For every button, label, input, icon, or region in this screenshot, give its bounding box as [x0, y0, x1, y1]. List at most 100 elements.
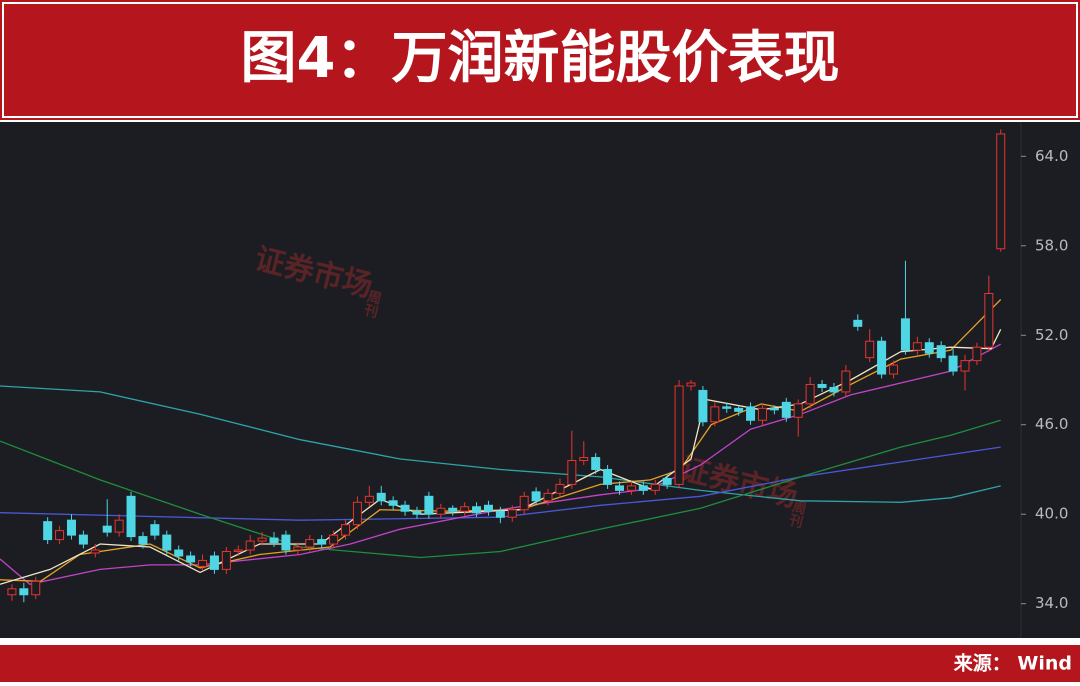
candle-body — [269, 537, 279, 544]
candle-body — [591, 457, 601, 470]
plot-background — [0, 122, 1080, 638]
candle-body — [734, 407, 744, 412]
chart-title: 图4：万润新能股价表现 — [241, 26, 840, 91]
candle-body — [293, 546, 303, 551]
source: 来源： Wind — [954, 652, 1072, 675]
candle-body — [400, 504, 410, 512]
candle-body — [424, 495, 434, 515]
source-banner — [0, 645, 1080, 682]
candle-body — [769, 407, 779, 411]
candle-body — [948, 355, 958, 372]
watermark-sub: 周刊 — [360, 288, 383, 320]
candle-body — [615, 485, 625, 491]
average-line — [0, 446, 1001, 521]
candle-body — [543, 492, 553, 502]
candle-body — [519, 495, 529, 511]
candle-body — [710, 406, 720, 423]
average-line — [0, 385, 1001, 503]
candle-body — [877, 340, 887, 375]
candle-body — [436, 507, 446, 515]
title-banner — [0, 0, 1080, 120]
y-tick-label: 52.0 — [1035, 326, 1068, 344]
candle-body — [31, 580, 41, 596]
candle-body — [936, 345, 946, 359]
candle-body — [900, 318, 910, 351]
y-tick-label: 40.0 — [1035, 505, 1068, 523]
candle-body — [198, 559, 208, 567]
candle-body — [483, 504, 493, 512]
candle-body — [245, 540, 255, 551]
candle-body — [531, 491, 541, 502]
candle-body — [150, 524, 160, 536]
candle-body — [55, 530, 65, 541]
candle-body — [221, 551, 231, 570]
candle-body — [376, 492, 386, 502]
candle-body — [555, 483, 565, 494]
candle-body — [7, 588, 17, 596]
candle-body — [960, 360, 970, 372]
candle-body — [138, 536, 148, 545]
candle-body — [19, 588, 29, 596]
candle-body — [889, 364, 899, 375]
candle-body — [388, 500, 398, 506]
candle-body — [865, 340, 875, 359]
candle-body — [329, 534, 339, 545]
candle-body — [102, 525, 112, 533]
candle-body — [746, 406, 756, 421]
candle-body — [853, 319, 863, 327]
candle-body — [448, 507, 458, 512]
y-tick-label: 46.0 — [1035, 415, 1068, 433]
candle-body — [126, 495, 136, 538]
watermark-sub: 周刊 — [785, 498, 808, 530]
candle-body — [305, 539, 315, 548]
candle-body — [90, 549, 100, 554]
candle-body — [603, 468, 613, 485]
candle-body — [257, 537, 267, 542]
candle-body — [317, 539, 327, 545]
candle-body — [340, 524, 350, 536]
candle-body — [43, 521, 53, 541]
average-line — [0, 343, 1002, 586]
candle-body — [162, 534, 172, 551]
candle-body — [579, 457, 589, 462]
y-tick-label: 34.0 — [1035, 594, 1068, 612]
candle-body — [698, 389, 708, 423]
candle-body — [793, 403, 803, 418]
title-border — [2, 2, 1078, 118]
candle-body — [78, 534, 88, 545]
candle-body — [805, 383, 815, 405]
candle-body — [233, 549, 243, 553]
candle-body — [352, 501, 362, 526]
y-tick-label: 64.0 — [1035, 147, 1068, 165]
candle-body — [912, 342, 922, 351]
candle-body — [781, 401, 791, 418]
candle-body — [996, 133, 1006, 250]
y-tick-label: 58.0 — [1035, 236, 1068, 254]
candle-body — [757, 407, 767, 421]
candle-body — [567, 460, 577, 485]
candle-body — [495, 510, 505, 518]
candle-body — [924, 342, 934, 354]
candle-body — [209, 555, 219, 570]
candle-body — [186, 555, 196, 563]
candle-body — [817, 383, 827, 388]
candle-body — [650, 483, 660, 491]
candle-body — [626, 485, 636, 491]
candle-body — [472, 506, 482, 514]
candle-body — [66, 519, 76, 536]
candle-body — [638, 485, 648, 491]
candle-body — [412, 510, 422, 515]
candle-body — [722, 406, 732, 409]
candle-body — [841, 370, 851, 393]
candle-body — [281, 534, 291, 551]
candle-body — [507, 509, 517, 518]
candle-body — [829, 386, 839, 393]
candle-body — [984, 293, 994, 348]
average-line — [0, 419, 1001, 559]
candle-body — [662, 477, 672, 485]
candle-body — [460, 506, 470, 512]
candle-body — [674, 385, 684, 485]
candle-body — [686, 382, 696, 387]
